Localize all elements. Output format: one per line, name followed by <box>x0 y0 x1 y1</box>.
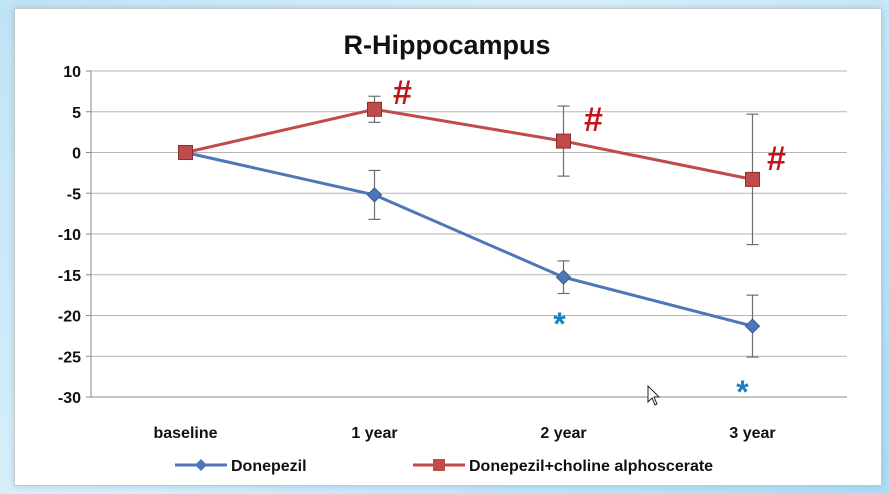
y-tick-label: -20 <box>58 309 81 326</box>
data-point <box>366 187 383 203</box>
line-chart: R-Hippocampus 10 5 0 -5 -10 -15 -20 -25 -30 base… <box>58 30 847 475</box>
legend-label: Donepezil <box>231 458 307 475</box>
chart-panel: R-Hippocampus 10 5 0 -5 -10 -15 -20 -25 -30 base… <box>14 8 882 486</box>
significance-marker: # <box>584 101 603 139</box>
y-tick-label: -10 <box>58 227 81 244</box>
y-tick-label: -5 <box>67 186 81 203</box>
y-tick-label: -30 <box>58 390 81 407</box>
significance-marker: * <box>553 306 566 342</box>
data-point <box>555 269 572 285</box>
mouse-pointer-icon <box>647 385 661 406</box>
x-axis-ticks: baseline 1 year 2 year 3 year <box>153 425 775 442</box>
data-point <box>178 145 193 160</box>
data-point <box>744 318 761 334</box>
legend-label: Donepezil+choline alphoscerate <box>469 458 713 475</box>
significance-marker: * <box>736 374 749 410</box>
legend-marker <box>195 459 207 471</box>
series-1 <box>177 144 761 358</box>
x-tick-label: 3 year <box>729 425 775 442</box>
y-tick-label: 10 <box>63 64 81 81</box>
y-tick-label: 5 <box>72 105 81 122</box>
series-line <box>185 151 753 328</box>
axes <box>86 70 847 398</box>
series-layer: * * # # # <box>177 74 786 410</box>
y-tick-label: -15 <box>58 268 81 285</box>
gridlines <box>91 70 847 357</box>
significance-marker: # <box>767 140 786 178</box>
y-tick-label: 0 <box>72 146 81 163</box>
y-axis-ticks: 10 5 0 -5 -10 -15 -20 -25 -30 <box>58 64 81 407</box>
x-tick-label: 2 year <box>540 425 586 442</box>
x-tick-label: baseline <box>153 425 217 442</box>
legend-item-1: Donepezil <box>175 458 307 475</box>
legend: Donepezil Donepezil+choline alphoscerate <box>175 458 713 475</box>
legend-item-2: Donepezil+choline alphoscerate <box>413 458 713 475</box>
data-point <box>556 133 571 149</box>
series-2 <box>178 95 760 246</box>
x-tick-label: 1 year <box>351 425 397 442</box>
legend-marker <box>433 459 445 471</box>
significance-marker: # <box>393 74 412 112</box>
data-point <box>367 101 382 117</box>
series-line <box>185 107 753 181</box>
chart-title: R-Hippocampus <box>343 30 550 60</box>
y-tick-label: -25 <box>58 349 81 366</box>
data-point <box>745 171 760 187</box>
